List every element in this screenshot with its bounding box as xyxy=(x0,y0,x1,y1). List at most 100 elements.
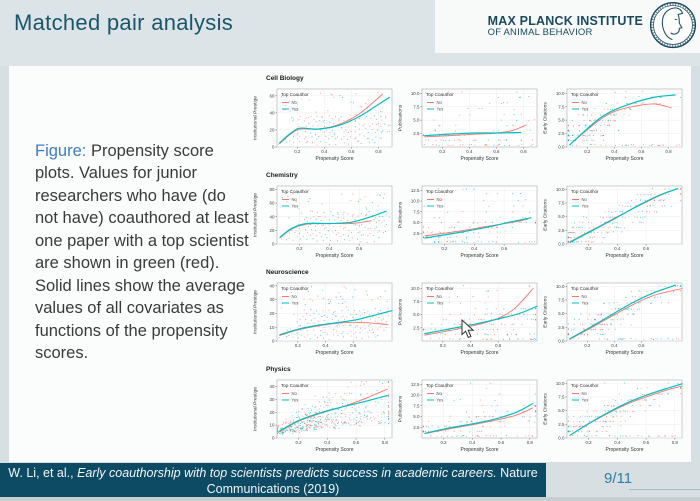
svg-text:0.6: 0.6 xyxy=(643,246,650,251)
row-label: Neuroscience xyxy=(266,269,309,276)
svg-text:No: No xyxy=(292,197,298,202)
svg-text:Propensity Score: Propensity Score xyxy=(460,350,498,356)
svg-text:Institutional Prestige: Institutional Prestige xyxy=(253,387,259,431)
citation-title: Early coauthorship with top scientists p… xyxy=(77,466,497,480)
svg-text:0.0: 0.0 xyxy=(558,145,565,150)
scatter-points xyxy=(422,91,536,147)
legend: Top Coauthor No Yes xyxy=(281,383,309,403)
svg-text:10.0: 10.0 xyxy=(556,284,565,289)
svg-text:0: 0 xyxy=(272,436,275,441)
svg-text:No: No xyxy=(437,197,443,202)
svg-text:Yes: Yes xyxy=(582,204,589,209)
svg-text:0.4: 0.4 xyxy=(324,440,331,445)
svg-text:0.4: 0.4 xyxy=(614,440,621,445)
plot-row-chemistry: Chemistry 0.2 0.4 0.6 0 20 40 60 80 Propensity Sc… xyxy=(252,171,689,268)
trend-line-no xyxy=(424,407,534,435)
svg-text:Institutional Prestige: Institutional Prestige xyxy=(253,290,259,334)
page-number: 9/11 xyxy=(604,470,633,487)
subplot-3-1: 0.2 0.4 0.6 0.8 2.5 5.0 7.5 10.0 12.5 Propensity … xyxy=(398,379,538,453)
svg-text:2.5: 2.5 xyxy=(558,422,565,427)
page-number-rule xyxy=(629,489,700,490)
svg-text:Propensity Score: Propensity Score xyxy=(460,253,498,259)
svg-text:Yes: Yes xyxy=(437,398,444,403)
citation-footer: W. Li, et al., Early coauthorship with t… xyxy=(0,463,546,497)
svg-text:2.5: 2.5 xyxy=(413,231,420,236)
svg-text:0.4: 0.4 xyxy=(469,440,476,445)
svg-text:0.6: 0.6 xyxy=(495,343,502,348)
svg-text:0.6: 0.6 xyxy=(638,343,645,348)
citation-authors: W. Li, et al., xyxy=(8,466,78,480)
svg-text:0.0: 0.0 xyxy=(558,436,565,441)
plot-row-neuroscience: Neuroscience 0.2 0.4 0.6 0 10 20 30 40 Propensity… xyxy=(252,268,689,365)
citation-journal: Nature Communications (2019) xyxy=(206,466,538,496)
plot-row-cell-biology: Cell Biology 0.2 0.4 0.6 0.8 0 20 40 60 Propensit… xyxy=(252,74,689,171)
svg-text:10.0: 10.0 xyxy=(411,286,420,291)
svg-text:Yes: Yes xyxy=(292,301,299,306)
svg-text:Institutional Prestige: Institutional Prestige xyxy=(253,96,259,140)
trend-line-no xyxy=(424,124,527,138)
svg-text:0.2: 0.2 xyxy=(296,246,303,251)
svg-text:0.4: 0.4 xyxy=(326,246,333,251)
svg-text:10: 10 xyxy=(270,423,275,428)
svg-text:0.4: 0.4 xyxy=(466,149,473,154)
svg-text:60: 60 xyxy=(270,201,275,206)
svg-text:No: No xyxy=(437,391,443,396)
subplot-1-2: 0.2 0.4 0.6 0.0 2.5 5.0 7.5 10.0 Propensity Scor… xyxy=(543,185,683,259)
svg-text:0: 0 xyxy=(272,242,275,247)
svg-text:Yes: Yes xyxy=(292,204,299,209)
svg-text:0.6: 0.6 xyxy=(501,246,508,251)
svg-text:20: 20 xyxy=(270,410,275,415)
trend-line-yes xyxy=(569,94,676,146)
axes: 0.2 0.4 0.6 0.8 0 20 40 60 Propensity Score Insti… xyxy=(253,89,392,162)
row-label: Physics xyxy=(266,366,291,373)
scatter-points xyxy=(567,382,682,438)
svg-text:Yes: Yes xyxy=(582,398,589,403)
svg-text:0.4: 0.4 xyxy=(321,149,328,154)
subplot-2-1: 0.2 0.4 0.6 2.5 5.0 7.5 10.0 Propensity Score Pu… xyxy=(398,282,538,356)
trend-line-yes xyxy=(279,310,393,336)
svg-text:12.5: 12.5 xyxy=(411,382,420,387)
svg-text:5.0: 5.0 xyxy=(413,312,420,317)
svg-text:20: 20 xyxy=(270,228,275,233)
svg-text:Propensity Score: Propensity Score xyxy=(605,156,643,162)
svg-text:0.2: 0.2 xyxy=(295,343,302,348)
svg-text:0.2: 0.2 xyxy=(586,440,593,445)
svg-text:No: No xyxy=(292,391,298,396)
svg-text:5.0: 5.0 xyxy=(413,118,420,123)
scatter-points xyxy=(567,187,682,244)
svg-text:Propensity Score: Propensity Score xyxy=(315,447,353,453)
axes: 0.2 0.4 0.6 0.8 0.0 2.5 5.0 7.5 10.0 Propensity S… xyxy=(543,89,682,162)
svg-text:0.2: 0.2 xyxy=(441,440,448,445)
svg-text:No: No xyxy=(582,294,588,299)
svg-text:5.0: 5.0 xyxy=(558,408,565,413)
svg-text:0.8: 0.8 xyxy=(520,149,527,154)
svg-text:40: 40 xyxy=(270,283,275,288)
svg-text:12.5: 12.5 xyxy=(411,188,420,193)
subplot-3-2: 0.2 0.4 0.6 0.8 0.0 2.5 5.0 7.5 10.0 Propensity S… xyxy=(543,379,683,453)
svg-text:7.5: 7.5 xyxy=(413,299,420,304)
svg-text:2.5: 2.5 xyxy=(558,228,565,233)
legend: Top Coauthor No Yes xyxy=(571,286,599,306)
svg-text:5.0: 5.0 xyxy=(558,214,565,219)
svg-text:Propensity Score: Propensity Score xyxy=(315,253,353,259)
axes: 0.2 0.4 0.6 2.5 5.0 7.5 10.0 12.5 Propensity Sco… xyxy=(398,186,537,259)
figure-caption-text: Propensity score plots. Values for junio… xyxy=(35,142,249,362)
svg-text:0.0: 0.0 xyxy=(558,242,565,247)
svg-text:20: 20 xyxy=(270,311,275,316)
svg-text:Propensity Score: Propensity Score xyxy=(605,253,643,259)
legend: Top Coauthor No Yes xyxy=(281,286,309,306)
svg-text:Yes: Yes xyxy=(292,107,299,112)
svg-text:0.6: 0.6 xyxy=(493,149,500,154)
svg-text:40: 40 xyxy=(270,214,275,219)
svg-text:Top Coauthor: Top Coauthor xyxy=(571,286,599,291)
svg-text:No: No xyxy=(582,197,588,202)
plot-grid: Cell Biology 0.2 0.4 0.6 0.8 0 20 40 60 Propensit… xyxy=(252,74,689,462)
svg-text:0.6: 0.6 xyxy=(353,440,360,445)
svg-text:Top Coauthor: Top Coauthor xyxy=(571,383,599,388)
mouse-cursor-icon xyxy=(461,318,475,344)
svg-text:Top Coauthor: Top Coauthor xyxy=(571,92,599,97)
figure-caption: Figure: Propensity score plots. Values f… xyxy=(35,140,251,364)
svg-text:0.2: 0.2 xyxy=(439,149,446,154)
legend: Top Coauthor No Yes xyxy=(426,383,454,403)
svg-text:0.8: 0.8 xyxy=(527,440,534,445)
